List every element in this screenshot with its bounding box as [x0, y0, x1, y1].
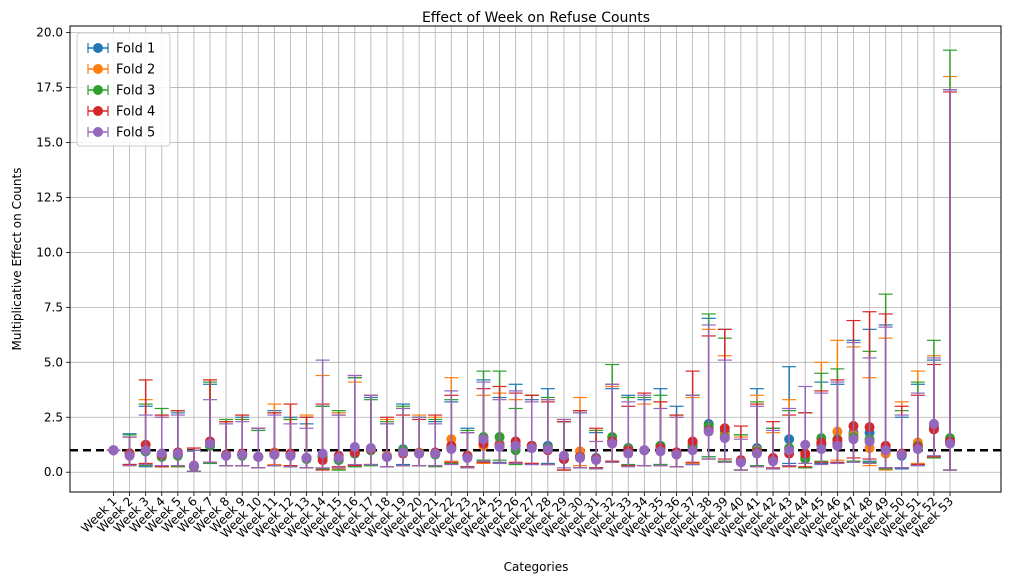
data-point [880, 445, 891, 456]
data-layer [106, 49, 957, 472]
data-point [526, 443, 537, 454]
chart-title: Effect of Week on Refuse Counts [422, 10, 650, 26]
data-point [333, 452, 344, 463]
data-point [205, 438, 216, 449]
data-point [591, 455, 602, 466]
data-point [478, 434, 489, 445]
data-point [896, 449, 907, 460]
data-point [446, 444, 457, 455]
data-point [253, 451, 264, 462]
data-point [639, 445, 650, 456]
y-tick-label: 12.5 [36, 190, 63, 204]
data-point [237, 449, 248, 460]
data-point [832, 440, 843, 451]
series-5 [106, 89, 957, 472]
data-point [172, 448, 183, 459]
data-point [816, 444, 827, 455]
data-point [671, 449, 682, 460]
data-point [188, 460, 199, 471]
legend-label: Fold 2 [116, 63, 155, 78]
data-point [558, 450, 569, 461]
legend-marker [93, 43, 103, 53]
y-tick-label: 0.0 [44, 465, 63, 479]
legend-marker [93, 106, 103, 116]
legend-marker [93, 85, 103, 95]
data-point [607, 438, 618, 449]
y-tick-label: 5.0 [44, 355, 63, 369]
data-point [784, 445, 795, 456]
data-point [108, 445, 119, 456]
data-point [510, 440, 521, 451]
y-tick-label: 10.0 [36, 245, 63, 259]
legend-marker [93, 64, 103, 74]
data-point [719, 433, 730, 444]
data-point [623, 448, 634, 459]
data-point [735, 457, 746, 468]
y-tick-label: 20.0 [36, 26, 63, 40]
data-point [140, 445, 151, 456]
plot-frame [69, 25, 1002, 493]
y-tick-label: 7.5 [44, 300, 63, 314]
data-point [945, 438, 955, 449]
data-point [542, 444, 553, 455]
legend: Fold 1 Fold 2 Fold 3 Fold 4 Fold 5 [76, 32, 171, 147]
legend-box [76, 32, 171, 147]
data-point [768, 456, 779, 467]
data-point [398, 447, 409, 458]
data-point [221, 450, 232, 461]
data-point [269, 449, 280, 460]
data-point [430, 448, 441, 459]
data-point [848, 434, 859, 445]
y-axis-label: Multiplicative Effect on Counts [10, 168, 24, 351]
legend-label: Fold 4 [116, 105, 155, 120]
x-axis-label: Categories [504, 560, 569, 574]
data-point [800, 439, 811, 450]
data-point [414, 448, 425, 459]
data-point [655, 446, 666, 457]
y-tick-label: 2.5 [44, 410, 63, 424]
legend-label: Fold 3 [116, 84, 155, 99]
data-point [365, 443, 376, 454]
data-point [928, 418, 939, 429]
data-point [494, 441, 505, 452]
data-point [912, 444, 923, 455]
data-point [156, 448, 167, 459]
y-tick-label: 17.5 [36, 81, 63, 95]
data-point [864, 436, 875, 447]
data-point [703, 426, 714, 437]
legend-marker [93, 127, 103, 137]
y-tick-label: 15.0 [36, 136, 63, 150]
legend-label: Fold 1 [116, 42, 155, 57]
data-point [301, 452, 312, 463]
data-point [381, 451, 392, 462]
data-point [575, 452, 586, 463]
data-point [124, 450, 135, 461]
data-point [317, 448, 328, 459]
data-point [462, 452, 473, 463]
data-point [349, 441, 360, 452]
data-point [285, 450, 296, 461]
data-point [751, 448, 762, 459]
data-point [687, 445, 698, 456]
legend-label: Fold 5 [116, 126, 155, 141]
